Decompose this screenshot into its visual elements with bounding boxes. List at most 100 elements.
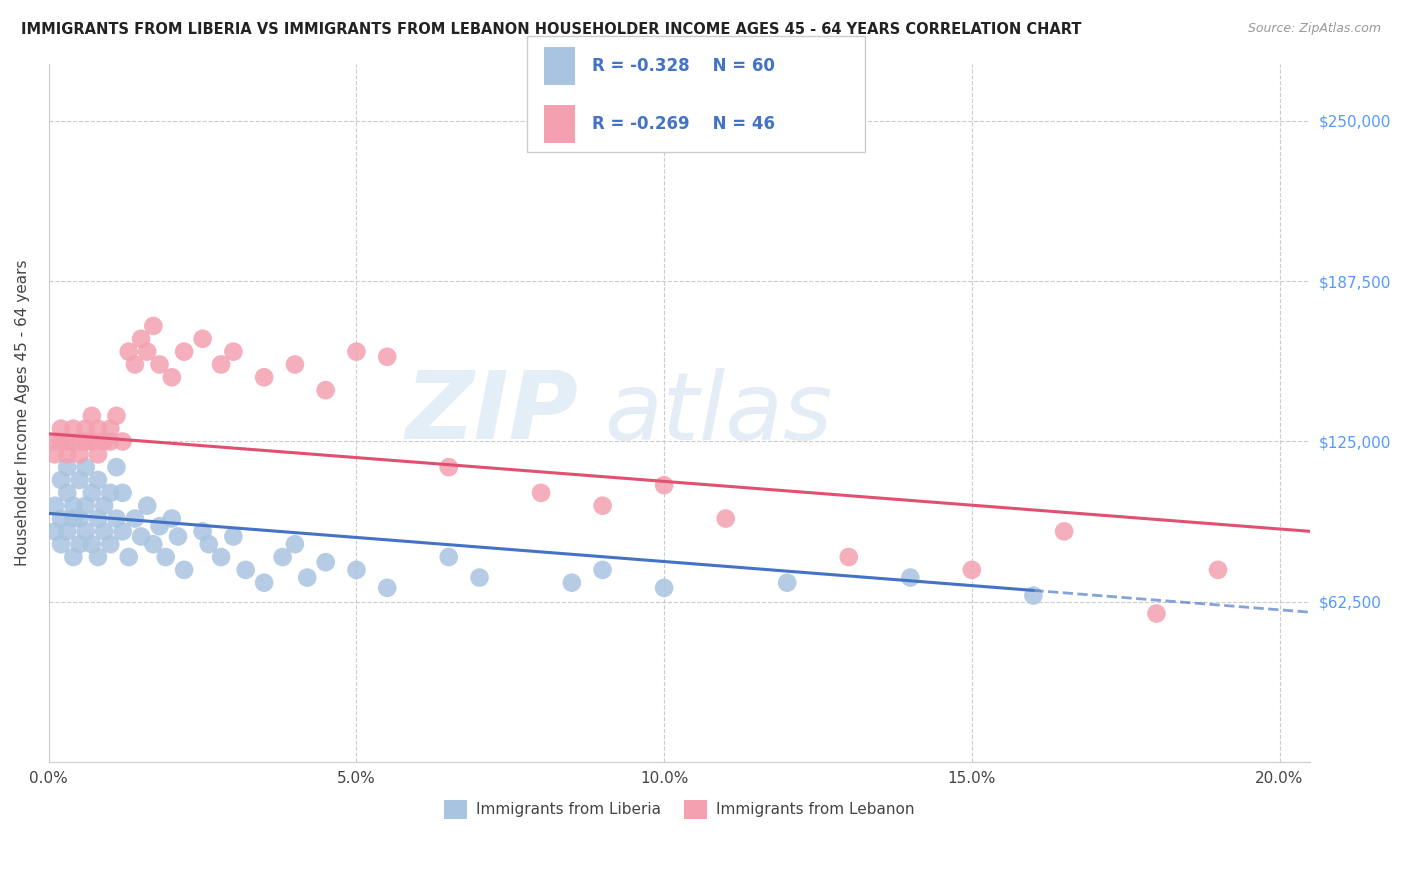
Point [561,575,583,590]
Point [87,422,110,436]
Y-axis label: Householder Income Ages 45 - 64 years: Householder Income Ages 45 - 64 years [15,260,30,566]
Point [160,511,183,525]
Point [87,549,110,564]
Point [838,549,860,564]
Point [960,563,983,577]
Point [148,519,170,533]
Point [209,358,232,372]
Point [98,422,121,436]
Point [253,575,276,590]
Point [56,434,79,449]
Point [1022,589,1045,603]
Point [69,537,91,551]
Point [148,358,170,372]
Point [75,499,97,513]
Text: ZIP: ZIP [406,368,579,459]
Point [235,563,257,577]
Point [142,318,165,333]
Point [160,370,183,384]
Point [592,499,614,513]
Point [222,529,245,543]
Point [44,447,66,461]
Point [124,511,146,525]
Point [87,473,110,487]
Point [75,524,97,539]
Point [136,344,159,359]
Point [44,434,66,449]
Point [136,499,159,513]
Point [129,332,152,346]
Point [652,581,675,595]
Point [297,571,319,585]
Point [111,486,134,500]
Point [468,571,491,585]
Point [118,344,141,359]
Point [49,434,72,449]
Point [62,499,84,513]
Point [98,434,121,449]
Point [346,563,368,577]
Point [56,460,79,475]
Text: R = -0.328    N = 60: R = -0.328 N = 60 [592,57,775,75]
Point [129,529,152,543]
Point [284,358,307,372]
Point [93,524,115,539]
Point [69,447,91,461]
Point [437,460,460,475]
Point [80,537,103,551]
Point [87,511,110,525]
Point [62,549,84,564]
Point [776,575,799,590]
Point [98,537,121,551]
Point [56,486,79,500]
Point [375,350,398,364]
Point [197,537,219,551]
Point [56,524,79,539]
Point [69,511,91,525]
Point [98,486,121,500]
Point [142,537,165,551]
Point [222,344,245,359]
Point [87,447,110,461]
Point [75,434,97,449]
Text: IMMIGRANTS FROM LIBERIA VS IMMIGRANTS FROM LEBANON HOUSEHOLDER INCOME AGES 45 - : IMMIGRANTS FROM LIBERIA VS IMMIGRANTS FR… [21,22,1081,37]
Point [62,511,84,525]
Point [56,447,79,461]
Point [592,563,614,577]
Point [898,571,921,585]
Point [105,409,128,423]
Point [1053,524,1076,539]
Point [111,524,134,539]
Point [437,549,460,564]
Point [530,486,553,500]
Point [155,549,177,564]
Point [80,409,103,423]
Point [714,511,737,525]
Point [62,422,84,436]
Point [1206,563,1229,577]
Legend: Immigrants from Liberia, Immigrants from Lebanon: Immigrants from Liberia, Immigrants from… [439,794,921,824]
Point [80,486,103,500]
Point [111,434,134,449]
Point [75,460,97,475]
Point [346,344,368,359]
Point [69,473,91,487]
Point [191,332,214,346]
Text: atlas: atlas [603,368,832,458]
Point [105,460,128,475]
Point [315,555,337,569]
Point [44,499,66,513]
Point [167,529,190,543]
Point [315,383,337,397]
Point [1146,607,1168,621]
Point [49,537,72,551]
Point [93,434,115,449]
Point [93,499,115,513]
Point [80,434,103,449]
Point [69,434,91,449]
Point [75,422,97,436]
Point [49,511,72,525]
Point [44,524,66,539]
Text: Source: ZipAtlas.com: Source: ZipAtlas.com [1247,22,1381,36]
Text: R = -0.269    N = 46: R = -0.269 N = 46 [592,115,775,133]
